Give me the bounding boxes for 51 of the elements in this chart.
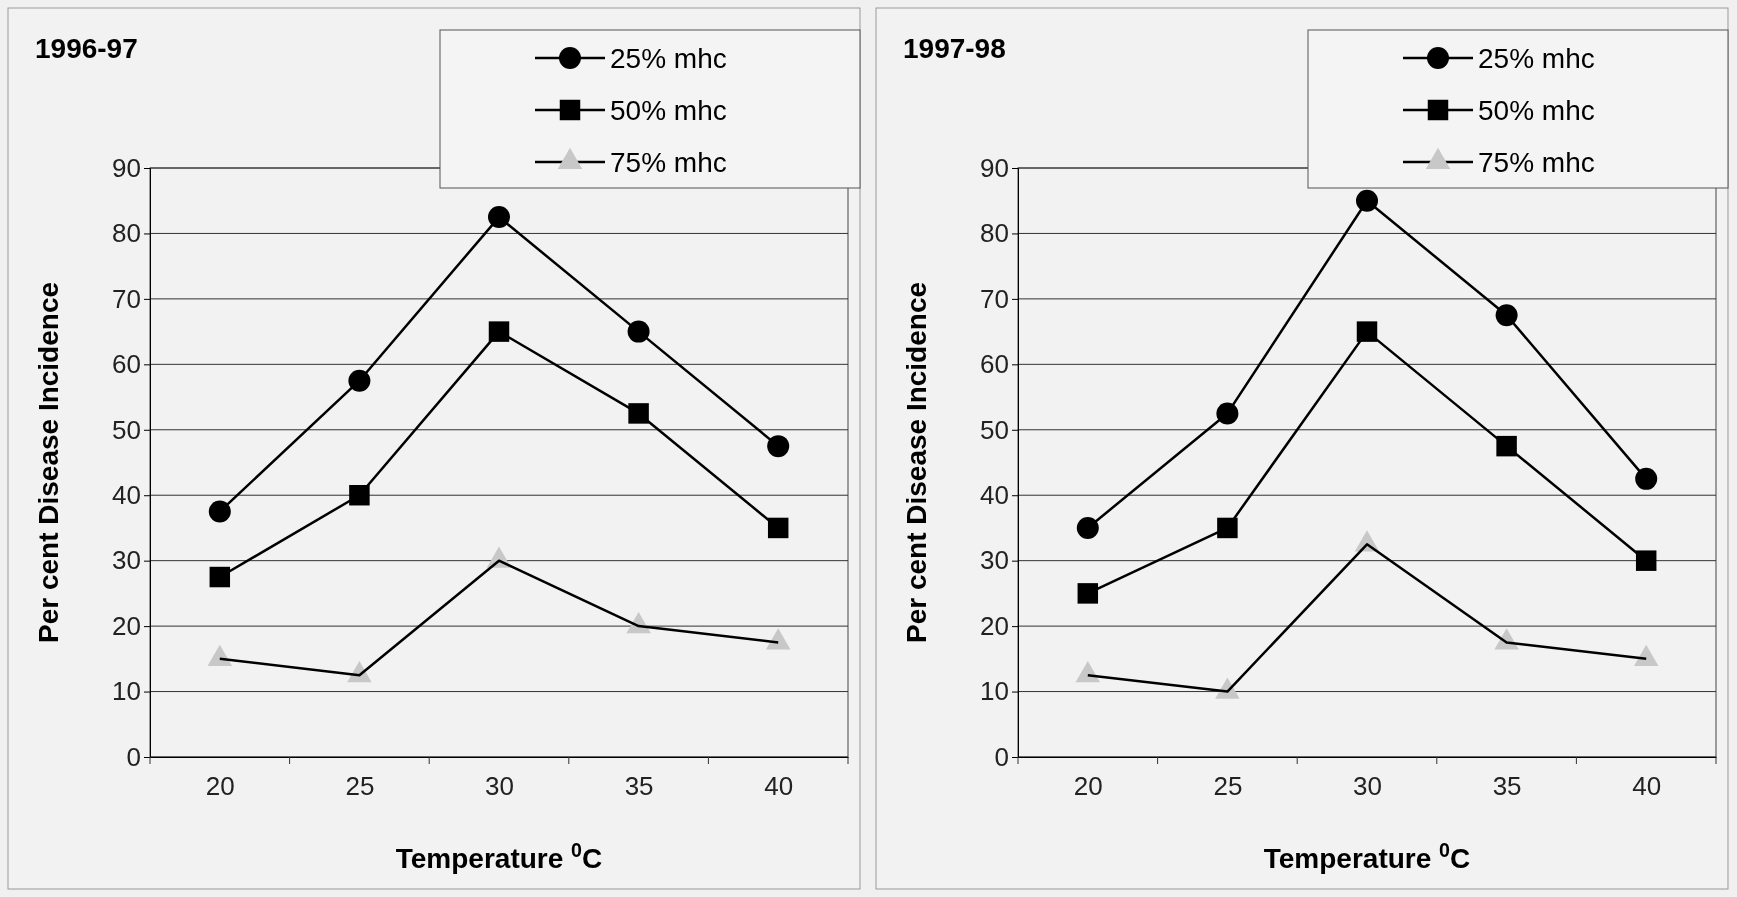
y-tick-label: 10 xyxy=(980,676,1009,707)
x-tick-label: 40 xyxy=(1632,771,1662,802)
x-tick-label: 35 xyxy=(624,771,654,802)
x-axis-title: Temperature $^{0}$C xyxy=(395,839,603,874)
y-tick-label: 20 xyxy=(980,610,1009,641)
point xyxy=(1633,644,1659,666)
y-tick-label: 30 xyxy=(980,545,1009,576)
point xyxy=(207,644,233,666)
point xyxy=(1076,516,1099,539)
y-tick-label: 40 xyxy=(112,480,141,511)
legend-label: 50% mhc xyxy=(1478,95,1595,126)
y-tick-label: 70 xyxy=(112,283,141,314)
y-tick-label: 40 xyxy=(980,480,1009,511)
point xyxy=(1635,550,1657,571)
y-tick-label: 90 xyxy=(980,152,1009,183)
y-tick-label: 10 xyxy=(112,676,141,707)
x-tick-label: 30 xyxy=(1353,771,1382,802)
x-tick-label: 35 xyxy=(1492,771,1522,802)
y-tick-label: 0 xyxy=(994,741,1009,772)
y-tick-label: 50 xyxy=(980,414,1009,445)
legend-label: 25% mhc xyxy=(1478,43,1595,74)
x-axis-title: Temperature $^{0}$C xyxy=(1263,839,1471,874)
y-tick-label: 50 xyxy=(112,414,141,445)
chart-title: 1997-98 xyxy=(903,33,1006,64)
y-tick-label: 0 xyxy=(126,741,141,772)
y-axis-title: Per cent Disease Incidence xyxy=(901,281,932,644)
y-axis-title: Per cent Disease Incidence xyxy=(33,281,64,644)
point xyxy=(767,435,790,458)
y-tick-label: 20 xyxy=(112,610,141,641)
x-tick-label: 25 xyxy=(345,771,375,802)
x-tick-label: 30 xyxy=(485,771,514,802)
point xyxy=(628,403,649,424)
y-tick-label: 70 xyxy=(980,283,1009,314)
x-tick-label: 20 xyxy=(205,771,235,802)
y-tick-label: 80 xyxy=(980,218,1009,249)
x-tick-label: 25 xyxy=(1213,771,1243,802)
y-tick-label: 80 xyxy=(112,218,141,249)
point xyxy=(1635,467,1658,490)
y-tick-label: 90 xyxy=(112,152,141,183)
chart-title: 1996-97 xyxy=(35,33,138,64)
legend-label: 75% mhc xyxy=(1478,147,1595,178)
legend-label: 50% mhc xyxy=(610,95,727,126)
x-tick-label: 40 xyxy=(764,771,794,802)
y-tick-label: 60 xyxy=(112,349,141,380)
legend-label: 75% mhc xyxy=(610,147,727,178)
y-tick-label: 60 xyxy=(980,349,1009,380)
legend-label: 25% mhc xyxy=(610,43,727,74)
point xyxy=(765,628,791,650)
x-tick-label: 20 xyxy=(1073,771,1103,802)
point xyxy=(208,500,231,523)
y-tick-label: 30 xyxy=(112,545,141,576)
